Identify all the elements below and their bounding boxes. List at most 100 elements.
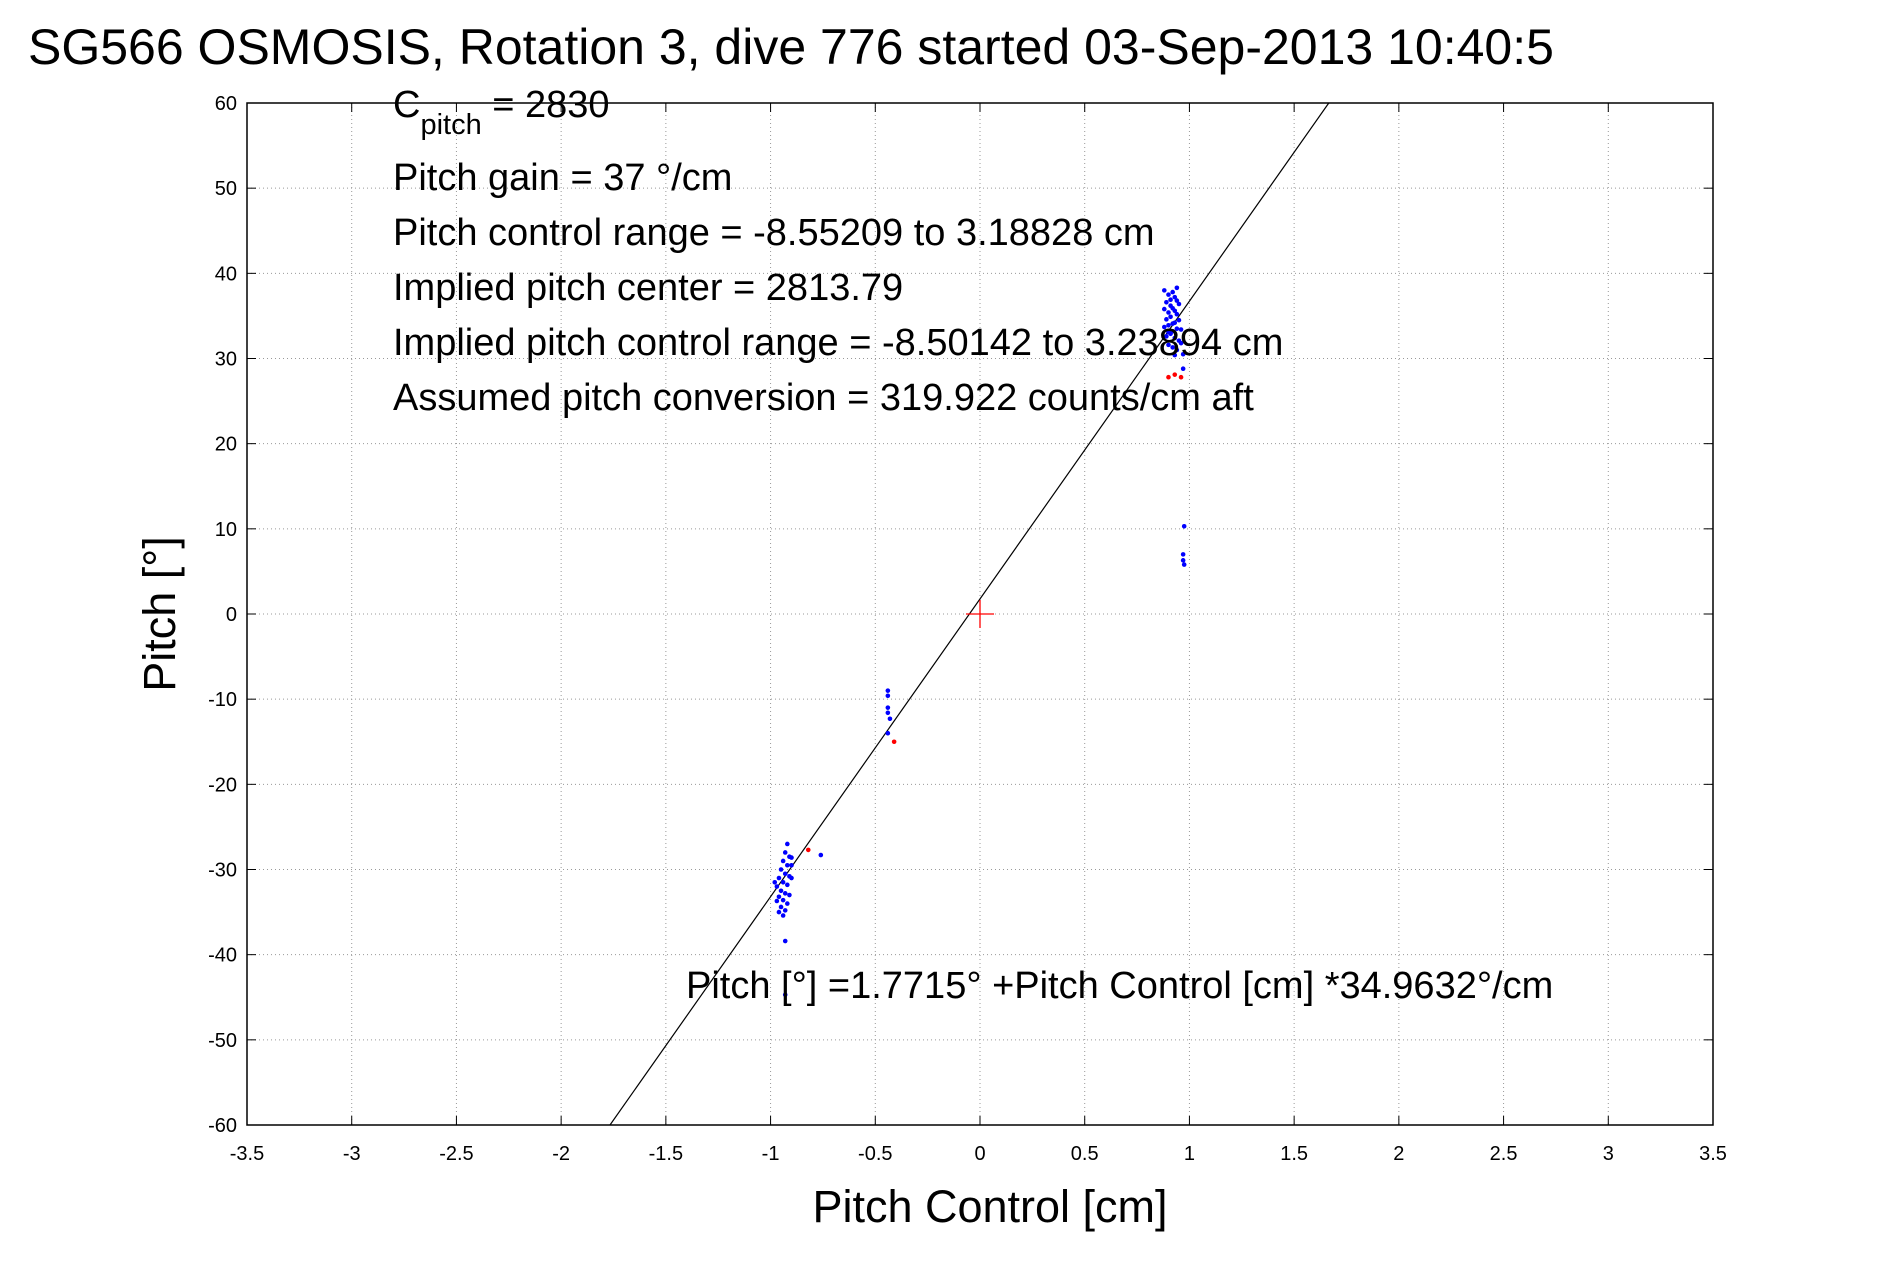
data-point bbox=[772, 879, 778, 885]
data-point bbox=[1181, 562, 1187, 567]
implied-pitch-center-annotation: Implied pitch center = 2813.79 bbox=[393, 267, 903, 309]
data-point bbox=[789, 875, 794, 881]
x-tick-label: -2 bbox=[552, 1143, 570, 1165]
data-point bbox=[782, 850, 788, 855]
data-point bbox=[1168, 303, 1173, 308]
x-tick-label: 3.5 bbox=[1699, 1143, 1727, 1165]
data-point bbox=[1174, 285, 1180, 291]
x-axis-label: Pitch Control [cm] bbox=[812, 1181, 1167, 1232]
data-point bbox=[1178, 327, 1184, 332]
data-point bbox=[780, 913, 786, 918]
fit-equation-label: Pitch [°] =1.7715° +Pitch Control [cm] *… bbox=[686, 965, 1553, 1007]
x-tick-label: 3 bbox=[1603, 1143, 1614, 1165]
data-point bbox=[887, 716, 893, 722]
data-point bbox=[885, 693, 891, 699]
data-point bbox=[1170, 289, 1175, 295]
y-tick-label: -10 bbox=[208, 689, 237, 711]
data-point bbox=[1168, 314, 1173, 320]
data-point bbox=[1164, 334, 1169, 339]
pitch-control-range-annotation: Pitch control range = -8.55209 to 3.1882… bbox=[393, 212, 1155, 254]
y-tick-label: 30 bbox=[215, 349, 237, 371]
grid-lines bbox=[247, 103, 1713, 1125]
data-point bbox=[1180, 558, 1186, 563]
data-point bbox=[782, 992, 788, 997]
x-tick-label: -3.5 bbox=[230, 1143, 264, 1165]
center-marker-group bbox=[966, 600, 994, 628]
cpitch-annotation: Cpitch = 2830 bbox=[393, 84, 610, 141]
data-point bbox=[789, 862, 794, 868]
data-point bbox=[776, 875, 782, 881]
data-point bbox=[785, 901, 790, 906]
data-point bbox=[1168, 297, 1173, 303]
data-point bbox=[778, 888, 784, 894]
implied-pitch-control-range-annotation: Implied pitch control range = -8.50142 t… bbox=[393, 322, 1283, 364]
x-tick-label: 0.5 bbox=[1071, 1143, 1099, 1165]
data-point bbox=[1174, 298, 1180, 303]
y-tick-label: -30 bbox=[208, 860, 237, 882]
data-point bbox=[1172, 372, 1178, 377]
data-point bbox=[782, 871, 788, 877]
data-point bbox=[1166, 322, 1171, 328]
data-point bbox=[1180, 366, 1186, 372]
x-tick-label: 2.5 bbox=[1490, 1143, 1518, 1165]
y-tick-label: -60 bbox=[208, 1115, 237, 1137]
data-point bbox=[885, 730, 891, 736]
x-tick-label: 0 bbox=[974, 1143, 985, 1165]
x-tick-label: -1 bbox=[762, 1143, 780, 1165]
data-point bbox=[885, 705, 891, 710]
y-tick-label: 0 bbox=[226, 604, 237, 626]
y-tick-label: 60 bbox=[215, 93, 237, 115]
data-point bbox=[1166, 342, 1171, 348]
x-tick-label: -0.5 bbox=[858, 1143, 892, 1165]
x-tick-label: 1 bbox=[1184, 1143, 1195, 1165]
data-point bbox=[1180, 552, 1186, 557]
data-point bbox=[1164, 299, 1169, 305]
data-point bbox=[1170, 345, 1175, 350]
data-point bbox=[1174, 311, 1180, 317]
pitch-conversion-annotation: Assumed pitch conversion = 319.922 count… bbox=[393, 377, 1254, 419]
data-point bbox=[780, 858, 786, 864]
data-point bbox=[780, 897, 786, 903]
y-tick-label: 20 bbox=[215, 434, 237, 456]
data-point bbox=[782, 891, 788, 896]
data-point bbox=[885, 688, 891, 693]
data-point bbox=[1181, 523, 1187, 529]
x-tick-label: 2 bbox=[1393, 1143, 1404, 1165]
data-point bbox=[1172, 335, 1178, 341]
y-tick-label: 10 bbox=[215, 519, 237, 541]
data-point bbox=[818, 852, 824, 858]
x-tick-label: 1.5 bbox=[1280, 1143, 1308, 1165]
y-tick-label: -40 bbox=[208, 945, 237, 967]
data-point bbox=[1174, 326, 1180, 331]
data-point bbox=[1172, 308, 1178, 314]
data-point bbox=[1172, 352, 1178, 358]
data-point bbox=[1178, 374, 1184, 380]
cpitch-value: = 2830 bbox=[482, 84, 610, 126]
data-point bbox=[785, 882, 790, 888]
data-point bbox=[785, 862, 790, 868]
y-tick-label: 40 bbox=[215, 263, 237, 285]
data-point bbox=[1172, 294, 1178, 300]
data-point bbox=[1166, 292, 1171, 297]
y-tick-label: -20 bbox=[208, 774, 237, 796]
data-point bbox=[774, 898, 780, 904]
data-point bbox=[1174, 347, 1180, 353]
data-point bbox=[782, 908, 788, 913]
data-point bbox=[1164, 317, 1169, 322]
data-point bbox=[1161, 288, 1167, 293]
data-point bbox=[1166, 329, 1171, 335]
data-point bbox=[1170, 321, 1175, 326]
axis-ticks: -3.5 -3 -2.5 -2 -1.5 -1 -0.5 0 0.5 1 1.5 2 2.5 3 3.5 60… bbox=[208, 93, 1727, 1165]
cpitch-subscript: pitch bbox=[420, 109, 481, 141]
data-point bbox=[789, 855, 794, 860]
data-point bbox=[785, 841, 790, 847]
data-point bbox=[1161, 306, 1167, 312]
data-point bbox=[891, 739, 897, 745]
data-point bbox=[787, 892, 792, 898]
data-point bbox=[1166, 374, 1171, 380]
pitch-gain-annotation: Pitch gain = 37 °/cm bbox=[393, 157, 732, 199]
cpitch-main: C bbox=[393, 84, 420, 126]
data-point bbox=[778, 904, 784, 910]
y-tick-label: 50 bbox=[215, 178, 237, 200]
data-point bbox=[774, 884, 780, 889]
